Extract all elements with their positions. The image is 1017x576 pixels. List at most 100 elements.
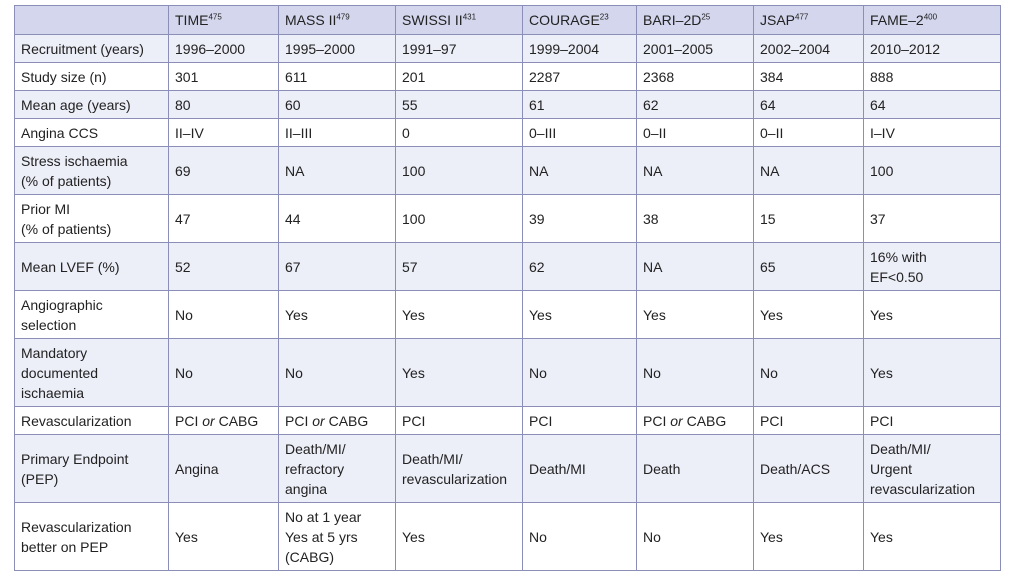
table-cell: PCI <box>863 406 1001 435</box>
cell-line: Yes <box>760 306 783 323</box>
table-cell: No <box>278 338 396 407</box>
table-cell: PCI or CABG <box>168 406 279 435</box>
cell-line: ischaemia <box>21 384 85 401</box>
cell-line: PCI <box>870 412 894 429</box>
cell-line: 37 <box>870 210 886 227</box>
cell-line: revascularization <box>402 470 508 487</box>
column-header: JSAP477 <box>753 5 864 35</box>
table-cell: Yes <box>753 502 864 571</box>
cell-line: PCI <box>529 412 553 429</box>
table-cell: 384 <box>753 62 864 91</box>
row-label: Angiographic selection <box>14 290 169 339</box>
trial-name: FAME–2 <box>870 12 924 28</box>
cell-line: 52 <box>175 258 191 275</box>
cell-line: revascularization <box>870 480 976 497</box>
cell-line: Primary Endpoint <box>21 450 129 467</box>
table-row: Mandatory documented ischaemia No No Yes No No N… <box>14 338 1001 407</box>
cell-line: 64 <box>870 96 886 113</box>
cell-line: 384 <box>760 68 784 85</box>
cell-line: documented <box>21 364 99 381</box>
cell-line: 61 <box>529 96 545 113</box>
cell-line: 69 <box>175 162 191 179</box>
table-cell: No <box>522 502 637 571</box>
cell-line: 60 <box>285 96 301 113</box>
table-cell: 0–III <box>522 118 637 147</box>
cell-line: Yes <box>175 528 198 545</box>
table-row: Revascularization PCI or CABG PCI or CABG P… <box>14 406 1001 435</box>
cell-line: 0 <box>402 124 410 141</box>
cell-line: Mandatory <box>21 344 88 361</box>
table-cell: Yes <box>395 338 523 407</box>
cell-line: No <box>529 364 547 381</box>
row-label: Mandatory documented ischaemia <box>14 338 169 407</box>
cell-line: NA <box>643 162 663 179</box>
table-cell: 301 <box>168 62 279 91</box>
table-cell: NA <box>753 146 864 195</box>
table-cell: 0–II <box>636 118 754 147</box>
cell-line: 301 <box>175 68 199 85</box>
cell-line: Angina <box>175 460 219 477</box>
table-cell: 16% with EF<0.50 <box>863 242 1001 291</box>
cell-line: (% of patients) <box>21 220 112 237</box>
table-cell: 52 <box>168 242 279 291</box>
cell-line: Death/ACS <box>760 460 831 477</box>
table-cell: 1999–2004 <box>522 34 637 63</box>
row-label: Study size (n) <box>14 62 169 91</box>
or-conjunction: or <box>202 412 215 429</box>
table-cell: 2368 <box>636 62 754 91</box>
table-cell: 65 <box>753 242 864 291</box>
cell-line: 0–III <box>529 124 557 141</box>
table-cell: 37 <box>863 194 1001 243</box>
cell-line: Yes <box>760 528 783 545</box>
cell-line: Yes <box>870 528 893 545</box>
table-cell: No <box>636 502 754 571</box>
table-row: Study size (n) 301 611 201 2287 2368 384 888 <box>14 62 1001 91</box>
cell-line: No <box>529 528 547 545</box>
table-cell: PCI or CABG <box>636 406 754 435</box>
cell-line: 80 <box>175 96 191 113</box>
trial-name: JSAP <box>760 12 796 28</box>
cell-line: 100 <box>402 162 426 179</box>
cell-line: 47 <box>175 210 191 227</box>
table-cell: Yes <box>636 290 754 339</box>
column-header: TIME475 <box>168 5 279 35</box>
table-cell: Yes <box>753 290 864 339</box>
cell-line: 0–II <box>643 124 667 141</box>
table-cell: 201 <box>395 62 523 91</box>
cell-line: (% of patients) <box>21 172 112 189</box>
cell-line: (CABG) <box>285 548 334 565</box>
cell-line: 1991–97 <box>402 40 457 57</box>
table-cell: 15 <box>753 194 864 243</box>
cell-line: 16% with <box>870 248 927 265</box>
cell-line: 2287 <box>529 68 561 85</box>
cell-line: II–IV <box>175 124 204 141</box>
table-cell: NA <box>522 146 637 195</box>
trial-name: MASS II <box>285 12 337 28</box>
table-cell: 888 <box>863 62 1001 91</box>
row-label: Revascularization <box>14 406 169 435</box>
or-conjunction: or <box>312 412 325 429</box>
table-cell: 0 <box>395 118 523 147</box>
trial-name: SWISSI II <box>402 12 463 28</box>
column-header: SWISSI II431 <box>395 5 523 35</box>
table-cell: 1991–97 <box>395 34 523 63</box>
reference-number: 479 <box>336 12 350 22</box>
cell-line: Angina CCS <box>21 124 99 141</box>
cell-line: No <box>285 364 303 381</box>
cell-line: NA <box>285 162 305 179</box>
cell-line: 2368 <box>643 68 675 85</box>
cell-line: 0–II <box>760 124 784 141</box>
table-cell: Yes <box>278 290 396 339</box>
table-cell: 60 <box>278 90 396 119</box>
trial-name: BARI–2D <box>643 12 702 28</box>
cell-line: 100 <box>402 210 426 227</box>
cell-line: 67 <box>285 258 301 275</box>
row-label: Revascularization better on PEP <box>14 502 169 571</box>
column-header: MASS II479 <box>278 5 396 35</box>
cell-line: Yes <box>285 306 308 323</box>
table-cell: 100 <box>863 146 1001 195</box>
row-label: Recruitment (years) <box>14 34 169 63</box>
row-label: Mean age (years) <box>14 90 169 119</box>
cell-line: PCI <box>760 412 784 429</box>
table-cell: PCI <box>395 406 523 435</box>
